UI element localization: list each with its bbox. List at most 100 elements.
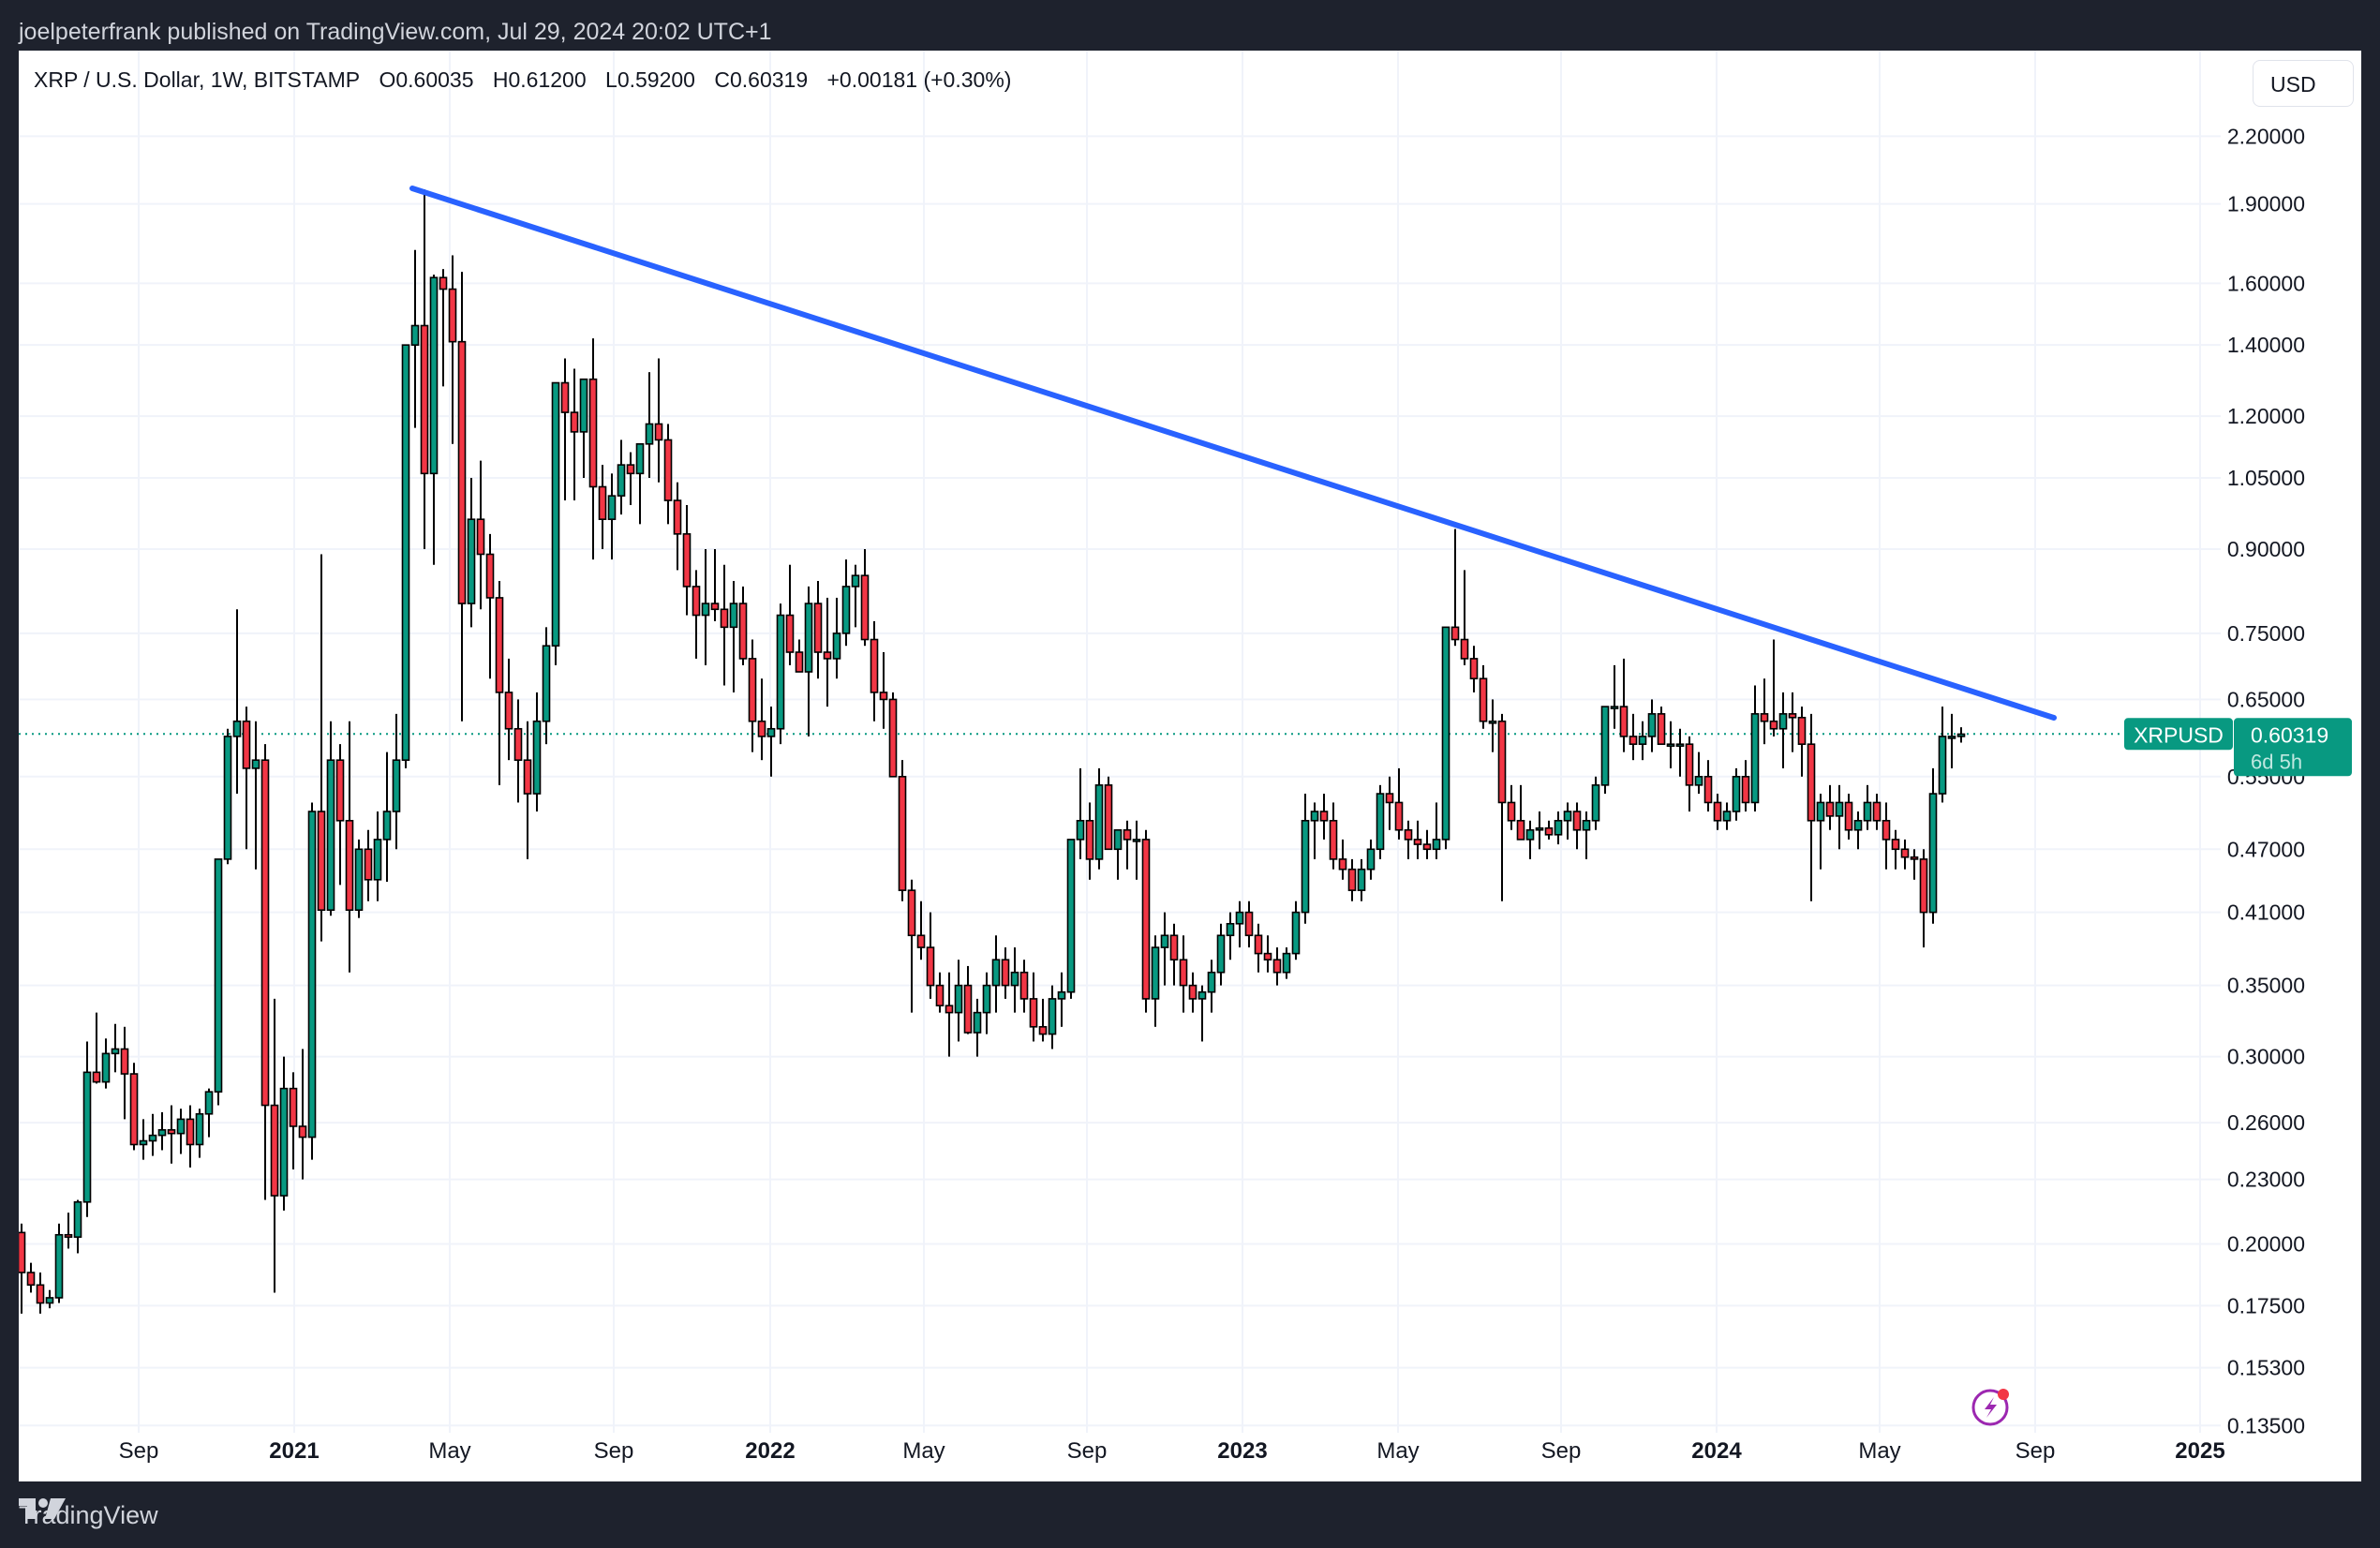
candle — [1216, 934, 1226, 974]
candle — [1619, 706, 1629, 737]
candle — [1450, 626, 1460, 641]
trendline[interactable] — [409, 186, 2057, 721]
candle — [804, 603, 813, 673]
candle — [570, 411, 579, 433]
candle — [139, 1139, 148, 1146]
price-axis-label: 1.60000 — [2227, 271, 2305, 295]
candle — [54, 1233, 64, 1299]
candle — [1956, 733, 1966, 737]
candle — [1076, 819, 1085, 841]
candle — [720, 608, 729, 629]
candle — [167, 1129, 176, 1135]
candlestick-chart[interactable]: 2.20000 1.90000 1.60000 1.40000 1.20000 1.050… — [19, 51, 2361, 1481]
candle — [1301, 819, 1310, 914]
price-axis-label: 0.17500 — [2227, 1293, 2305, 1317]
time-axis-label: 2021 — [269, 1438, 319, 1464]
candle — [1525, 828, 1535, 841]
candle — [1432, 839, 1441, 851]
candle — [1910, 856, 1919, 860]
price-axis-label: 1.40000 — [2227, 333, 2305, 357]
candle — [1769, 720, 1778, 730]
legend-symbol[interactable]: XRP / U.S. Dollar, 1W, BITSTAMP — [34, 67, 361, 92]
time-axis-label: Sep — [2016, 1438, 2056, 1464]
chart-legend: XRP / U.S. Dollar, 1W, BITSTAMP O0.60035… — [34, 67, 1024, 93]
price-axis-label: 0.90000 — [2227, 537, 2305, 561]
candle — [120, 1048, 129, 1075]
last-price-value: 0.60319 — [2251, 722, 2328, 747]
candle — [916, 934, 926, 948]
price-axis-label: 0.23000 — [2227, 1168, 2305, 1192]
candle — [1638, 736, 1647, 745]
candle — [1469, 658, 1479, 679]
candle — [1600, 706, 1610, 786]
candle — [991, 959, 1001, 987]
candle — [1104, 784, 1113, 851]
bar-countdown: 6d 5h — [2251, 750, 2302, 773]
candle — [392, 759, 401, 812]
candle — [1404, 828, 1413, 841]
candle — [335, 759, 345, 822]
time-axis-label: May — [902, 1438, 945, 1464]
candle — [1319, 811, 1329, 822]
candle — [260, 759, 270, 1107]
candle — [232, 720, 242, 737]
candle — [1179, 959, 1188, 987]
candle — [1919, 858, 1928, 914]
candle — [645, 423, 654, 445]
candle — [766, 727, 776, 737]
candle — [1666, 743, 1675, 747]
time-axis-label: 2025 — [2175, 1438, 2224, 1464]
candle — [317, 811, 326, 912]
price-axis-label: 0.75000 — [2227, 621, 2305, 646]
candle — [148, 1134, 157, 1142]
candle — [1938, 736, 1947, 795]
candle — [1338, 858, 1347, 871]
candle — [1647, 713, 1657, 737]
candle — [382, 811, 392, 841]
candle — [1010, 971, 1019, 987]
candle — [1460, 638, 1469, 660]
last-price-tag — [2234, 718, 2352, 777]
candle — [1357, 868, 1366, 891]
candle — [1048, 998, 1057, 1035]
candle — [898, 775, 907, 891]
candle — [1863, 801, 1872, 822]
candle — [1385, 793, 1394, 804]
candle — [682, 533, 692, 588]
candle — [373, 839, 382, 881]
candle — [157, 1129, 167, 1137]
candle — [439, 276, 448, 290]
candle — [1263, 952, 1272, 961]
time-axis-label: May — [1376, 1438, 1419, 1464]
candle — [963, 984, 973, 1034]
candle — [1891, 839, 1900, 851]
candle — [560, 381, 570, 413]
legend-open: O0.60035 — [379, 67, 474, 92]
currency-button[interactable]: USD — [2253, 60, 2354, 107]
candle — [448, 288, 457, 343]
candle — [1394, 801, 1404, 831]
lightning-alert-icon[interactable] — [1971, 1389, 2009, 1426]
candle — [1310, 811, 1319, 822]
candle — [298, 1125, 307, 1139]
candle — [1685, 743, 1694, 786]
candle — [429, 276, 439, 475]
candle — [457, 340, 467, 604]
candle — [19, 1231, 26, 1273]
candle — [1844, 801, 1853, 831]
candle — [186, 1118, 195, 1146]
candle — [513, 727, 523, 761]
candle — [1825, 801, 1835, 817]
candle — [841, 586, 851, 634]
candle — [523, 759, 532, 795]
price-axis-label: 1.05000 — [2227, 466, 2305, 490]
candle — [289, 1087, 298, 1127]
candle — [851, 574, 860, 588]
legend-change: +0.00181 (+0.30%) — [826, 67, 1012, 92]
footer: TradingView — [19, 1496, 158, 1534]
chart-frame[interactable]: 2.20000 1.90000 1.60000 1.40000 1.20000 1.050… — [19, 51, 2361, 1481]
candle — [1376, 793, 1385, 851]
candle — [1554, 819, 1563, 836]
candle — [663, 439, 673, 501]
candle — [485, 553, 495, 599]
